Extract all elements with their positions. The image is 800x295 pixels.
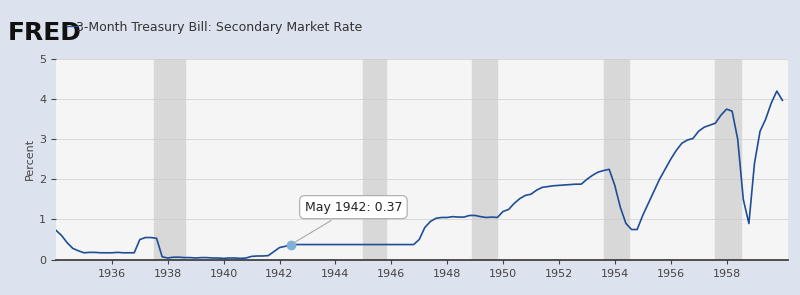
Bar — [604, 59, 629, 260]
Text: 3-Month Treasury Bill: Secondary Market Rate: 3-Month Treasury Bill: Secondary Market … — [76, 21, 362, 34]
Bar — [154, 59, 185, 260]
Bar — [715, 59, 741, 260]
Text: —: — — [66, 21, 79, 35]
Bar — [363, 59, 386, 260]
Text: May 1942: 0.37: May 1942: 0.37 — [293, 201, 402, 243]
Text: FRED: FRED — [8, 21, 82, 45]
Bar — [472, 59, 498, 260]
Y-axis label: Percent: Percent — [25, 138, 35, 180]
